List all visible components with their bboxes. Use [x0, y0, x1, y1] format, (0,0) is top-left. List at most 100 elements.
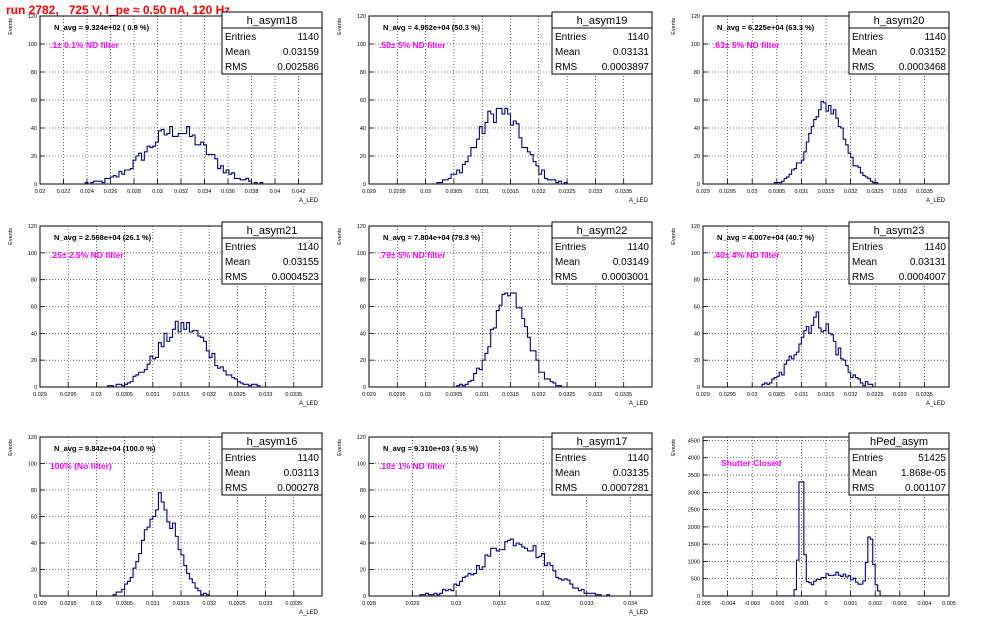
x-tick-label: 0 [824, 601, 827, 607]
stats-rms-label: RMS [852, 62, 875, 73]
stats-entries-label: Entries [852, 242, 883, 253]
x-tick-label: 0.022 [57, 189, 71, 195]
x-tick-label: -0.004 [720, 601, 736, 607]
x-tick-label: -0.002 [769, 601, 785, 607]
x-tick-label: 0.029 [33, 601, 47, 607]
x-tick-label: 0.03 [152, 189, 163, 195]
stats-mean-label: Mean [852, 257, 877, 268]
x-tick-label: 0.033 [589, 189, 603, 195]
x-tick-label: 0.0335 [285, 392, 302, 398]
y-tick-label: 1000 [688, 559, 700, 565]
x-tick-label: 0.032 [532, 189, 546, 195]
x-tick-label: -0.005 [695, 601, 711, 607]
x-tick-label: 0.0295 [60, 601, 77, 607]
y-tick-label: 100 [357, 462, 366, 468]
y-tick-label: 2000 [688, 525, 700, 531]
x-tick-label: 0.033 [580, 601, 594, 607]
stats-rms-value: 0.0004523 [272, 272, 320, 283]
x-tick-label: 0.0295 [60, 392, 77, 398]
stats-entries-value: 1140 [924, 242, 946, 253]
y-tick-label: 0 [697, 385, 700, 391]
y-tick-label: 20 [360, 358, 366, 364]
y-tick-label: 80 [694, 278, 700, 284]
x-tick-label: 0.0305 [768, 189, 785, 195]
histogram-panel-h_asym16: 0.029 0.0295 0.03 0.0305 0.031 0.0315 0.032 0.0… [8, 432, 323, 616]
y-axis-label: Events [671, 228, 677, 245]
y-tick-label: 500 [691, 577, 700, 583]
x-tick-label: 0.0325 [229, 392, 246, 398]
y-tick-label: 60 [360, 98, 366, 104]
x-tick-label: 0.033 [259, 392, 273, 398]
y-tick-label: 120 [28, 14, 37, 20]
y-tick-label: 80 [31, 278, 37, 284]
stats-mean-label: Mean [555, 468, 580, 479]
x-tick-label: 0.026 [104, 189, 118, 195]
x-tick-label: -0.003 [744, 601, 760, 607]
filter-annotation: .50± 5% ND filter [379, 40, 446, 50]
x-tick-label: 0.042 [292, 189, 306, 195]
x-tick-label: 0.0325 [559, 189, 576, 195]
stats-entries-value: 1140 [924, 32, 946, 43]
x-tick-label: 0.036 [221, 189, 235, 195]
stats-box [551, 11, 653, 75]
x-tick-label: 0.0305 [445, 189, 462, 195]
histogram-panel-h_asym17: 0.028 0.029 0.03 0.031 0.032 0.033 0.034 0 20 40 6… [337, 432, 653, 616]
y-tick-label: 60 [694, 98, 700, 104]
stats-entries-label: Entries [555, 453, 586, 464]
x-tick-label: 0.0315 [173, 601, 190, 607]
y-tick-label: 100 [357, 42, 366, 48]
x-tick-label: 0.0305 [768, 392, 785, 398]
x-tick-label: 0.0295 [719, 392, 736, 398]
x-tick-label: 0.02 [35, 189, 46, 195]
x-tick-label: 0.0325 [559, 392, 576, 398]
x-tick-label: 0.024 [80, 189, 94, 195]
y-tick-label: 120 [357, 435, 366, 441]
y-axis-label: Events [671, 18, 677, 35]
stats-rms-value: 0.0007281 [602, 483, 650, 494]
x-tick-label: 0.0335 [615, 189, 632, 195]
stats-entries-label: Entries [555, 242, 586, 253]
y-tick-label: 60 [31, 515, 37, 521]
stats-rms-label: RMS [225, 483, 248, 494]
x-tick-label: 0.0335 [615, 392, 632, 398]
stats-entries-value: 1140 [297, 453, 319, 464]
stats-rms-value: 0.000278 [277, 483, 319, 494]
stats-rms-label: RMS [555, 272, 578, 283]
y-tick-label: 40 [694, 126, 700, 132]
y-tick-label: 0 [697, 182, 700, 188]
stats-entries-label: Entries [852, 453, 883, 464]
x-tick-label: 0.005 [942, 601, 956, 607]
histogram-panel-h_asym20: 0.029 0.0295 0.03 0.0305 0.031 0.0315 0.032 0.0… [671, 11, 950, 204]
x-tick-label: 0.029 [362, 392, 376, 398]
x-tick-label: 0.031 [493, 601, 507, 607]
navg-annotation: N_avg = 2.568e+04 (26.1 %) [54, 233, 152, 242]
y-tick-label: 40 [31, 126, 37, 132]
x-tick-label: 0.0305 [116, 601, 133, 607]
y-axis-label: Events [337, 228, 343, 245]
y-tick-label: 80 [360, 70, 366, 76]
x-tick-label: 0.03 [420, 392, 431, 398]
navg-annotation: N_avg = 6.225e+04 (63.3 %) [717, 23, 815, 32]
y-tick-label: 80 [694, 70, 700, 76]
x-tick-label: 0.0315 [818, 189, 835, 195]
y-tick-label: 20 [31, 568, 37, 574]
y-tick-label: 60 [31, 305, 37, 311]
x-tick-label: 0.0335 [285, 601, 302, 607]
navg-annotation: N_avg = 9.324e+02 ( 0.9 %) [54, 23, 150, 32]
stats-box [848, 221, 950, 285]
y-axis-label: Events [337, 439, 343, 456]
stats-box [221, 221, 323, 285]
y-tick-label: 20 [694, 358, 700, 364]
stats-mean-label: Mean [555, 47, 580, 58]
stats-box [221, 11, 323, 75]
x-tick-label: 0.03 [747, 189, 758, 195]
x-tick-label: 0.031 [795, 189, 809, 195]
navg-annotation: N_avg = 7.804e+04 (79.3 %) [383, 233, 481, 242]
filter-annotation: .40± 4% ND filter [713, 250, 780, 260]
y-tick-label: 0 [697, 594, 700, 600]
y-tick-label: 100 [691, 42, 700, 48]
stats-entries-label: Entries [225, 453, 256, 464]
y-tick-label: 100 [28, 462, 37, 468]
y-tick-label: 60 [31, 98, 37, 104]
